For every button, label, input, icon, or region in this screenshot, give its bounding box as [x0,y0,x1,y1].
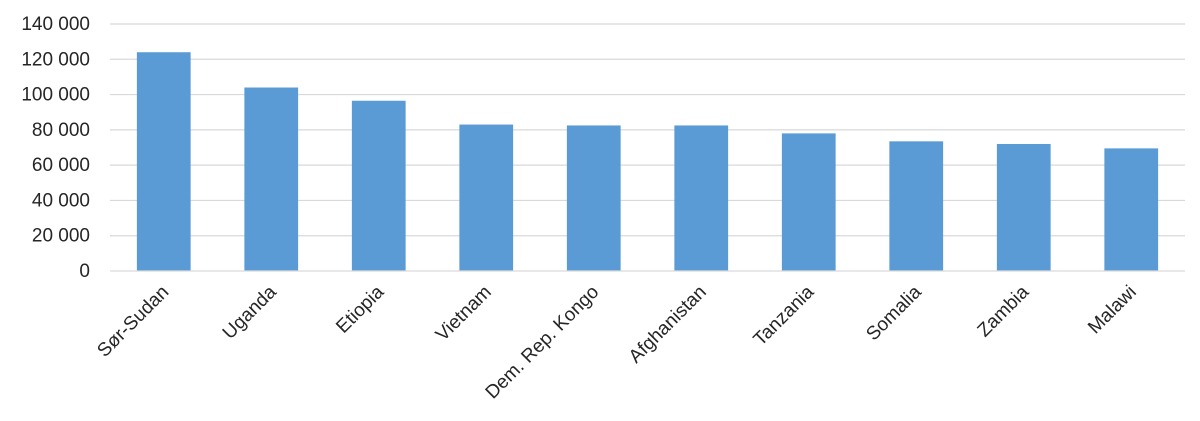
y-tick-label: 140 000 [21,14,90,35]
bar [459,124,514,271]
x-category-label: Uganda [219,281,281,343]
x-category-label: Malawi [1084,282,1141,339]
bars [136,52,1159,271]
x-category-label: Etiopia [332,281,388,337]
x-category-label: Dem. Rep. Kongo [482,282,604,404]
x-category-label: Somalia [862,281,926,345]
x-category-label: Afghanistan [625,282,711,368]
y-tick-label: 0 [79,261,90,282]
y-tick-label: 20 000 [32,226,90,247]
bar [566,125,621,271]
y-tick-label: 60 000 [32,155,90,176]
y-tick-label: 120 000 [21,49,90,70]
bar [674,125,729,271]
y-tick-label: 80 000 [32,120,90,141]
y-tick-label: 100 000 [21,85,90,106]
y-axis-tick-labels: 0 20 000 40 000 60 000 80 000 100 000 120 000 1… [21,14,90,282]
bar [351,100,406,271]
bar [781,133,836,271]
y-tick-label: 40 000 [32,190,90,211]
bar [136,52,191,271]
x-category-label: Tanzania [750,281,819,350]
bar [996,143,1051,271]
bar [889,141,944,271]
x-category-label: Zambia [974,281,1034,341]
x-category-label: Sør-Sudan [93,282,173,362]
x-category-label: Vietnam [432,282,496,346]
bar [1104,148,1159,271]
bar [244,87,299,271]
